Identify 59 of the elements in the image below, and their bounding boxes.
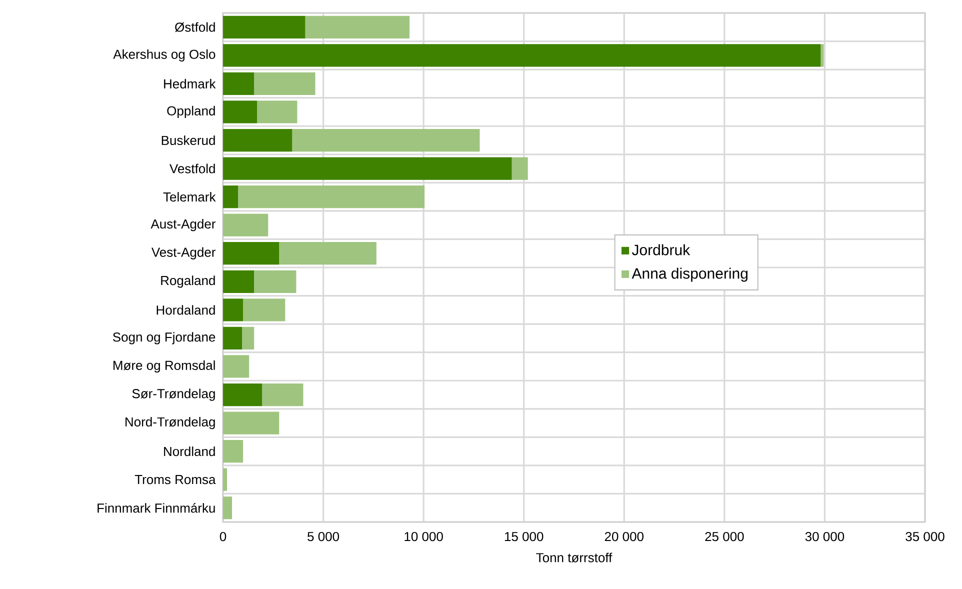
bar [223,326,242,350]
y-tick-label: Østfold [175,22,215,32]
bar [223,242,280,265]
y-tick-label: Oppland [167,106,215,118]
bar [820,44,824,67]
bar [223,412,280,434]
bar [292,128,480,152]
legend-label: Anna disponering [632,268,748,282]
bar [254,270,296,293]
legend-label: Jordbruk [632,244,690,256]
y-tick-label: Nord-Trøndelag [126,416,215,430]
x-tick-label: 5 000 [308,532,340,542]
bar [223,383,262,406]
bar [279,242,376,265]
y-tick-label: Buskerud [162,135,215,146]
bar [305,16,410,38]
y-tick-label: Vestfold [170,164,215,174]
bar [223,44,821,67]
y-tick-label: Troms Romsa [134,475,216,484]
x-tick-label: 10 000 [404,532,443,542]
bar [243,298,286,322]
x-tick-label: 15 000 [504,532,544,542]
bar [223,157,512,180]
bar [512,157,528,180]
bar [223,100,258,124]
y-tick-label: Sør-Trøndelag [132,388,215,401]
y-tick-label: Nordland [164,446,215,456]
x-tick-label: 30 000 [805,532,844,542]
y-tick-label: Hedmark [164,78,216,88]
y-tick-label: Vest-Agder [151,247,216,260]
y-tick-label: Sogn og Fjordane [112,332,216,344]
y-tick-label: Hordaland [156,305,215,315]
x-axis-title: Tonn tørrstoff [536,552,612,562]
y-tick-label: Telemark [163,192,216,202]
bar [223,72,254,96]
bar [223,355,250,378]
x-tick-label: 25 000 [705,532,744,542]
bar [223,440,244,463]
y-tick-label: Aust-Agder [150,219,216,232]
x-tick-label: 20 000 [604,532,644,542]
bar [223,16,306,38]
bar [254,72,316,96]
bar [262,383,304,406]
y-tick-label: Rogaland [161,276,215,288]
bar [223,128,292,152]
bar [238,186,425,208]
y-tick-label: Finnmark Finnmárku [98,503,215,513]
bar [223,186,238,208]
bar [223,270,254,293]
bar [223,214,268,236]
x-tick-label: 0 [220,532,226,542]
y-tick-label: Møre og Romsdal [113,360,215,373]
bar [242,326,254,350]
x-tick-label: 35 000 [906,532,944,542]
bar [223,468,228,491]
bar [223,298,244,322]
bar [223,496,232,520]
bar [257,100,298,124]
y-tick-label: Akershus og Oslo [113,49,216,62]
